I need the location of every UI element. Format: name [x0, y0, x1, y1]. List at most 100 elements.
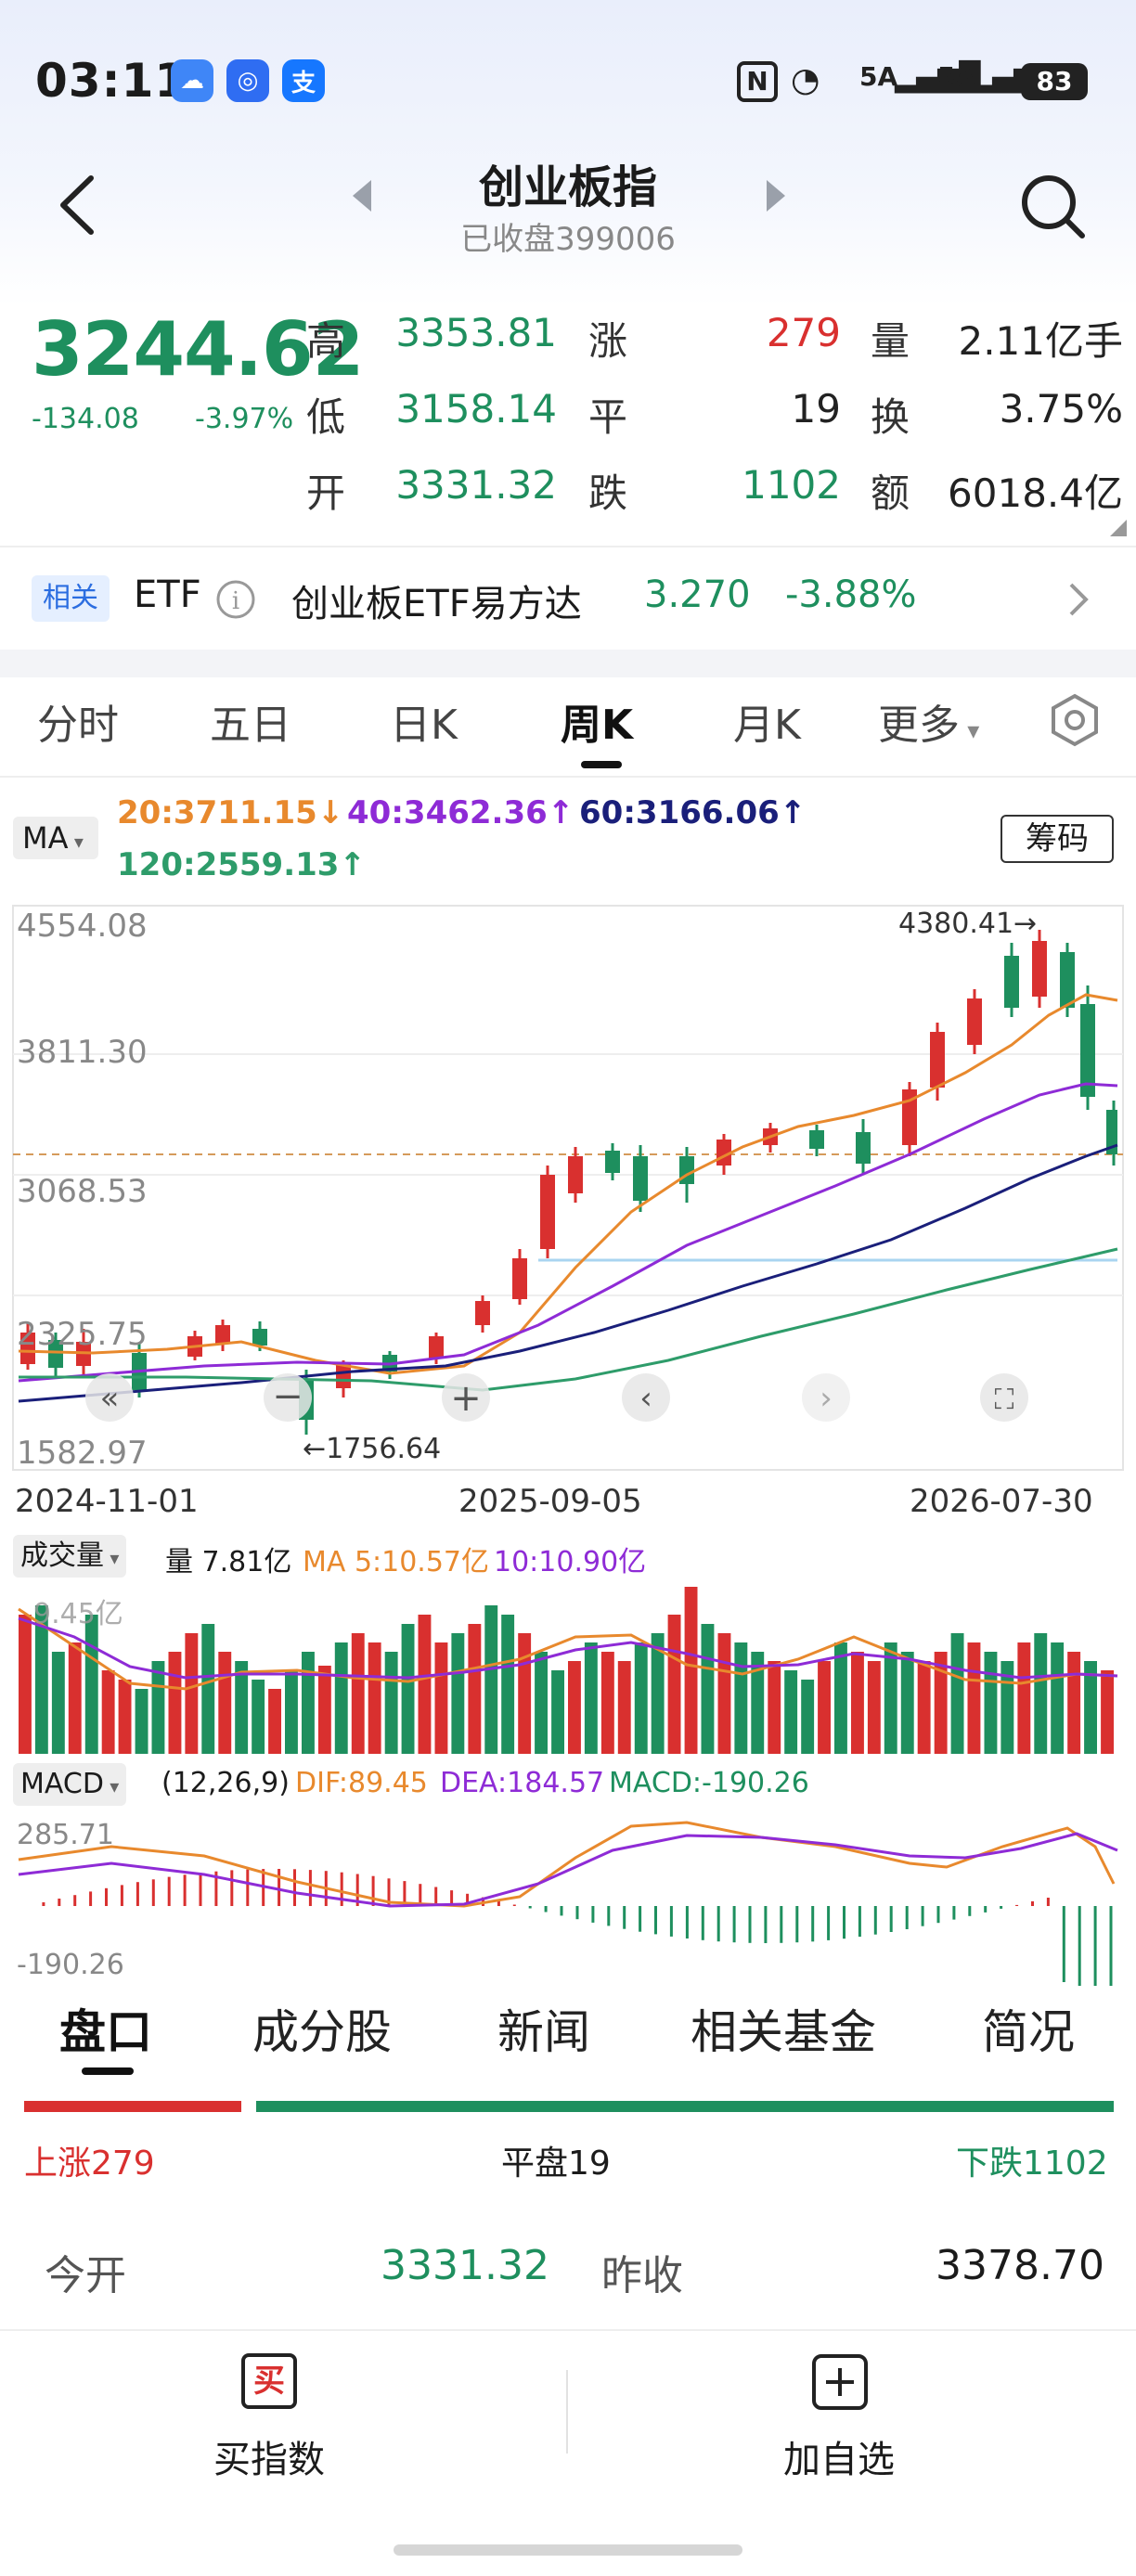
down-count: 1102	[742, 462, 841, 508]
volume-bar	[801, 1680, 815, 1754]
ma-selector[interactable]: MA ▾	[13, 817, 98, 859]
active-tab-indicator	[581, 761, 622, 768]
macd-params: (12,26,9)	[161, 1767, 290, 1799]
buy-index-label: 买指数	[213, 2439, 325, 2481]
prev-index-button[interactable]	[351, 180, 373, 215]
settings-hexagon-icon[interactable]	[1047, 692, 1103, 748]
volume-bar	[1067, 1652, 1081, 1754]
volume-bar	[967, 1642, 981, 1754]
back-button[interactable]	[56, 173, 97, 238]
candles	[20, 930, 1117, 1435]
volume-chart[interactable]	[0, 1581, 1136, 1758]
date-start: 2024-11-01	[15, 1483, 199, 1520]
volume-bar	[118, 1680, 132, 1754]
volume-bar	[468, 1624, 482, 1754]
macd-bar	[873, 1906, 877, 1935]
macd-bar	[293, 1869, 296, 1906]
volume-bar	[584, 1642, 598, 1754]
section-gap	[0, 650, 1136, 677]
breadth-down-segment	[256, 2101, 1114, 2112]
macd-bar	[167, 1876, 171, 1906]
search-button[interactable]	[1019, 173, 1086, 239]
tab-order-book[interactable]: 盘口	[59, 2005, 152, 2059]
info-icon[interactable]: i	[215, 579, 256, 620]
macd-bar	[355, 1874, 359, 1906]
volume-bar	[19, 1615, 32, 1754]
home-indicator	[394, 2544, 742, 2556]
macd-dif-line	[18, 1821, 1116, 1908]
tab-more-label: 更多	[878, 702, 960, 749]
macd-bar	[639, 1906, 642, 1932]
macd-bar	[984, 1906, 988, 1913]
assistant-app-icon: ◎	[226, 59, 269, 102]
kline-chart[interactable]: « − + ‹ › ⛶	[0, 896, 1136, 1472]
tab-overview[interactable]: 简况	[982, 2005, 1075, 2059]
next-index-button[interactable]	[765, 180, 787, 215]
tab-related-funds[interactable]: 相关基金	[691, 2005, 876, 2059]
wifi-icon: ◔	[791, 61, 820, 99]
signal-1-label: 5A	[859, 61, 898, 92]
volume-bar	[834, 1642, 847, 1754]
volume-bar	[151, 1661, 165, 1754]
macd-bar	[1046, 1898, 1050, 1906]
tab-more[interactable]: 更多 ▾	[878, 691, 979, 751]
triangle-left-icon	[353, 180, 371, 212]
volume-selector[interactable]: 成交量 ▾	[13, 1535, 127, 1578]
add-watchlist-button[interactable]: 加自选	[718, 2348, 960, 2496]
etf-change: -3.88%	[785, 573, 917, 616]
volume-bar	[751, 1652, 765, 1754]
macd-bar	[371, 1875, 375, 1906]
macd-bar	[795, 1906, 799, 1943]
add-watchlist-label: 加自选	[783, 2439, 895, 2481]
plus-icon: +	[450, 1377, 482, 1420]
volume-value: 2.11亿手	[958, 318, 1123, 364]
caret-down-icon: ▾	[104, 1547, 120, 1569]
y-axis-top: 4554.08	[17, 908, 148, 945]
volume-bar	[917, 1661, 931, 1754]
active-bottom-tab-indicator	[82, 2067, 134, 2075]
high-label: 高	[306, 318, 346, 364]
macd-bar	[1031, 1900, 1034, 1906]
volume-bar	[535, 1652, 548, 1754]
macd-bar	[936, 1906, 940, 1924]
volume-bar	[950, 1633, 964, 1754]
volume-selector-label: 成交量	[20, 1539, 104, 1572]
fullscreen-button	[980, 1373, 1028, 1422]
chip-distribution-button[interactable]: 筹码	[1000, 815, 1114, 863]
page-title: 创业板指	[478, 161, 657, 213]
tab-news[interactable]: 新闻	[497, 2005, 590, 2059]
alipay-app-icon: 支	[282, 59, 325, 102]
tab-constituents[interactable]: 成分股	[252, 2005, 392, 2059]
macd-bar	[591, 1906, 595, 1923]
tab-five-day[interactable]: 五日	[210, 702, 291, 749]
buy-index-button[interactable]: 买 买指数	[148, 2348, 390, 2496]
volume-bar	[501, 1615, 515, 1754]
macd-bar	[199, 1873, 202, 1906]
volume-label: 量	[871, 318, 910, 364]
volume-bar	[1034, 1633, 1048, 1754]
chevron-right-icon	[1069, 583, 1089, 616]
divider	[0, 546, 1136, 547]
macd-selector[interactable]: MACD ▾	[13, 1763, 127, 1806]
macd-bar	[450, 1890, 454, 1906]
tab-weekly-k[interactable]: 周K	[561, 702, 634, 749]
tab-monthly-k[interactable]: 月K	[733, 702, 801, 749]
caret-down-icon: ▾	[68, 831, 84, 853]
macd-bar	[889, 1906, 893, 1932]
related-etf-row[interactable]: 相关 ETF i 创业板ETF易方达 3.270 -3.88%	[0, 547, 1136, 650]
macd-chart[interactable]	[0, 1810, 1136, 1986]
etf-label: ETF	[134, 573, 201, 616]
tab-daily-k[interactable]: 日K	[390, 702, 458, 749]
breadth-down: 下跌1102	[956, 2145, 1108, 2183]
volume-bar	[667, 1615, 681, 1754]
kline-frame	[12, 905, 1124, 1471]
volume-bar	[884, 1642, 897, 1754]
ma20-legend: 20:3711.15↓	[117, 794, 344, 831]
amount-value: 6018.4亿	[948, 470, 1123, 516]
expand-corner-icon[interactable]	[1110, 520, 1127, 536]
tab-intraday[interactable]: 分时	[37, 702, 119, 749]
step-left-button	[622, 1373, 670, 1422]
macd-bar	[843, 1906, 846, 1939]
macd-bar	[136, 1882, 139, 1906]
status-time: 03:11	[35, 54, 188, 108]
